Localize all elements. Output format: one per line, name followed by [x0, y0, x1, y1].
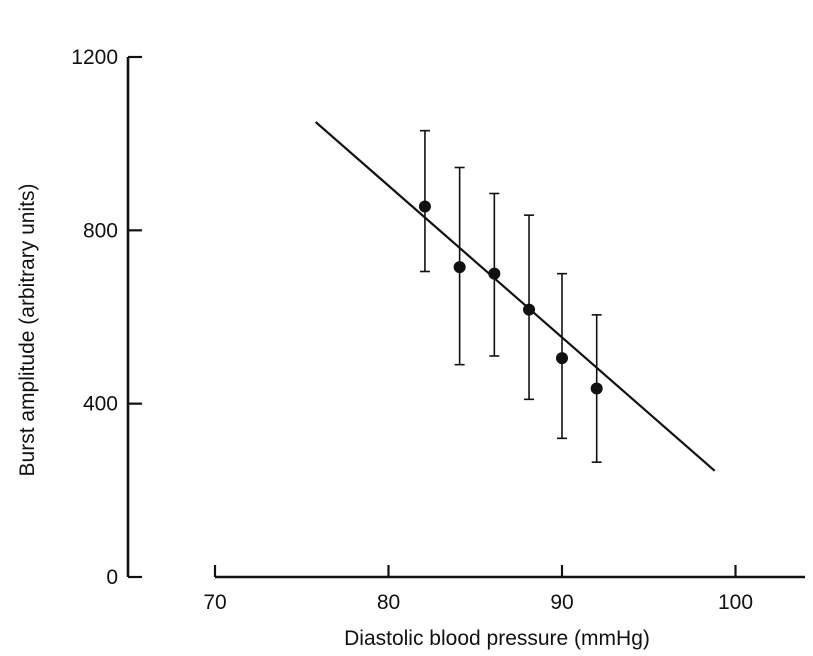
regression-line-group — [314, 121, 716, 472]
x-ticks: 70 80 90 100 — [203, 565, 753, 614]
data-point — [523, 303, 536, 316]
y-ticks: 0 400 800 1200 — [71, 46, 142, 589]
y-axis-title: Burst amplitude (arbitrary units) — [16, 184, 39, 477]
data-point — [556, 352, 568, 365]
error-bars — [419, 129, 602, 463]
regression-line — [314, 121, 716, 472]
data-points — [418, 200, 603, 395]
y-tick-label: 800 — [83, 219, 118, 242]
x-axis-title: Diastolic blood pressure (mmHg) — [344, 627, 650, 650]
x-tick-label: 90 — [550, 591, 573, 614]
x-tick-label: 70 — [203, 591, 226, 614]
data-point — [453, 261, 466, 274]
y-tick-label: 0 — [106, 566, 118, 589]
data-point — [418, 200, 431, 213]
axes — [126, 57, 805, 579]
data-point — [488, 267, 501, 280]
x-tick-label: 80 — [377, 591, 400, 614]
x-tick-label: 100 — [718, 591, 753, 614]
data-point — [590, 382, 603, 395]
y-tick-label: 1200 — [71, 46, 118, 69]
y-tick-label: 400 — [83, 393, 118, 416]
